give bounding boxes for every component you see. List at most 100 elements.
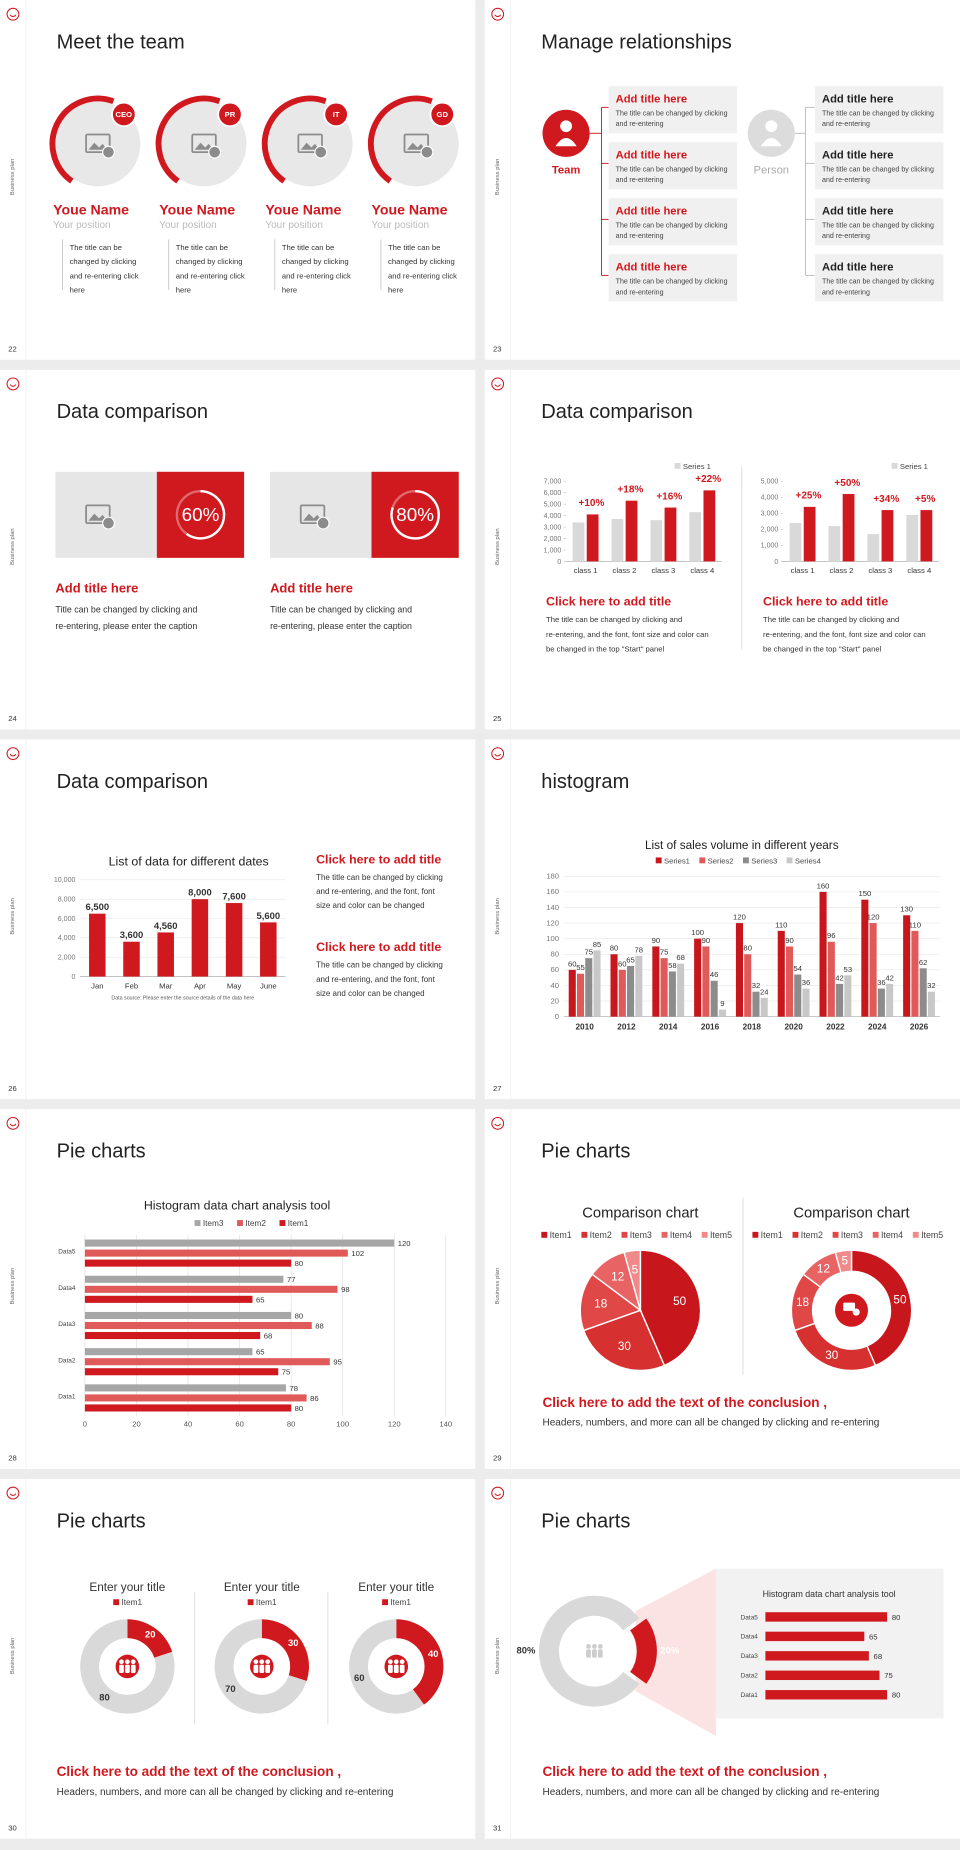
- bar: [191, 899, 209, 977]
- people-icon: [125, 1659, 130, 1665]
- member-text: The title can be changed by clicking and…: [388, 243, 459, 294]
- logo: [6, 1116, 20, 1130]
- slice: [214, 1619, 307, 1714]
- box-title: Add title here: [822, 262, 893, 274]
- slice-label: 5: [632, 1264, 639, 1277]
- data-label: 54: [794, 964, 803, 973]
- box-title: Add title here: [616, 262, 687, 274]
- slide-number: 24: [8, 714, 17, 723]
- legend-swatch: [279, 1220, 286, 1226]
- bar: [89, 913, 106, 977]
- data-label: 85: [593, 940, 602, 949]
- legend-swatch: [655, 857, 662, 864]
- logo: [494, 1123, 502, 1127]
- box-text: The title can be changed by clicking and…: [822, 223, 936, 241]
- member-position: Your position: [371, 220, 429, 231]
- slice: [349, 1619, 424, 1714]
- image-icon: [420, 145, 434, 159]
- data-label: 36: [877, 978, 886, 987]
- text-line: re-entering, and the font, font size and…: [546, 630, 711, 639]
- data-label: 160: [817, 881, 830, 890]
- node-icon: [555, 138, 577, 147]
- chart-title: Histogram data chart analysis tool: [144, 1198, 330, 1212]
- legend-entry: Item1: [288, 1219, 309, 1228]
- slice-label: 20: [145, 1628, 155, 1639]
- slice-label: 50: [893, 1293, 907, 1306]
- note-text: The title can be changed by clicking and…: [316, 873, 445, 910]
- y-tick-label: 160: [546, 887, 559, 896]
- slice: [834, 1249, 853, 1274]
- text-line: and re-entering: [822, 177, 870, 184]
- legend-entry: Item2: [801, 1230, 823, 1240]
- data-label: 120: [733, 913, 746, 922]
- zoom-band: [635, 1568, 716, 1737]
- category-label: Data1: [58, 1394, 76, 1401]
- data-label: 75: [282, 1368, 291, 1377]
- x-tick-label: 2022: [826, 1023, 845, 1032]
- data-label: 55: [576, 963, 585, 972]
- slice-label: 70: [225, 1683, 235, 1694]
- text-line: here: [282, 286, 297, 295]
- people-icon: [388, 1659, 393, 1665]
- bar: [660, 958, 668, 1017]
- x-tick-label: 140: [439, 1419, 452, 1428]
- legend-swatch: [621, 1231, 628, 1238]
- legend-entry: Series3: [751, 856, 777, 865]
- legend-entry: Series2: [708, 856, 734, 865]
- bar: [861, 899, 869, 1017]
- center-icon: [843, 1302, 856, 1311]
- slice-label: 60: [354, 1672, 364, 1683]
- text-line: The title can be changed by clicking: [316, 873, 445, 882]
- bar: [785, 946, 794, 1017]
- logo: [6, 747, 20, 761]
- annotation: +18%: [617, 484, 643, 495]
- x-tick-label: 2026: [910, 1023, 929, 1032]
- data-label: 100: [691, 928, 704, 937]
- y-tick-label: 20: [550, 996, 559, 1005]
- chart-note: Data source: Please enter the source det…: [111, 996, 254, 1002]
- bar: [718, 1009, 726, 1017]
- y-tick-label: 10,000: [54, 877, 76, 884]
- legend-entry: Item4: [881, 1230, 903, 1240]
- bar: [84, 1404, 292, 1412]
- legend-entry: Item5: [921, 1230, 943, 1240]
- conclusion-text: Headers, numbers, and more can all be ch…: [57, 1787, 394, 1798]
- image-icon: [85, 504, 111, 524]
- image-icon: [102, 516, 115, 530]
- side-label: Business plan: [10, 1268, 16, 1305]
- slice: [582, 1309, 666, 1372]
- slide-title: Meet the team: [57, 31, 185, 53]
- bar: [927, 991, 935, 1017]
- bar: [618, 969, 626, 1017]
- node-icon: [747, 109, 795, 157]
- bar: [260, 922, 277, 977]
- slide-number: 22: [8, 344, 17, 353]
- text-line: The title can be: [388, 243, 442, 252]
- logo: [491, 7, 505, 21]
- image-icon: [316, 516, 330, 530]
- annotation: +5%: [915, 494, 935, 505]
- slice: [80, 1619, 175, 1714]
- y-tick-label: 3,000: [761, 511, 779, 518]
- bar: [84, 1275, 284, 1283]
- bar: [572, 522, 585, 562]
- x-tick-label: 2018: [743, 1023, 762, 1032]
- conclusion-text: Headers, numbers, and more can all be ch…: [543, 1417, 880, 1428]
- logo: [494, 1493, 502, 1496]
- slice-label: 12: [817, 1263, 830, 1276]
- data-label: 62: [919, 958, 928, 967]
- ring-label: 60%: [182, 504, 220, 525]
- badge-label: CEO: [116, 110, 133, 119]
- people-icon: [259, 1659, 265, 1665]
- text-line: and re-entering, and the font, font: [316, 887, 437, 896]
- bar: [627, 965, 635, 1017]
- text-line: and re-entering: [616, 289, 664, 296]
- bar: [84, 1358, 330, 1366]
- annotation: +16%: [656, 491, 682, 502]
- bar: [735, 923, 743, 1017]
- people-icon: [253, 1659, 259, 1665]
- data-label: 9: [720, 999, 724, 1008]
- badge: [429, 101, 455, 128]
- legend-entry: Item3: [203, 1219, 224, 1228]
- category-label: Data3: [58, 1321, 76, 1328]
